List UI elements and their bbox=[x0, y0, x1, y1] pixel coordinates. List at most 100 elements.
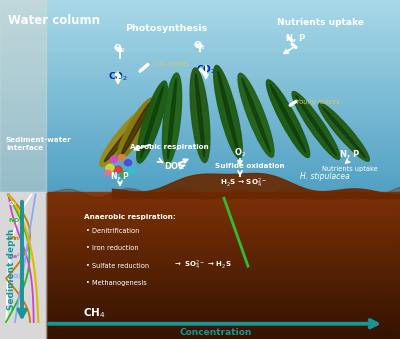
Circle shape bbox=[106, 164, 114, 171]
Bar bbox=[0, 91, 46, 96]
Bar bbox=[46, 34, 400, 38]
Bar bbox=[0, 29, 46, 34]
Bar bbox=[0, 38, 46, 43]
Text: SO$_4^{2-}$: SO$_4^{2-}$ bbox=[8, 272, 27, 282]
Text: O$_2$: O$_2$ bbox=[8, 199, 18, 208]
Bar bbox=[46, 328, 400, 332]
Bar bbox=[46, 43, 400, 48]
Bar bbox=[0, 110, 46, 115]
Bar bbox=[46, 172, 400, 177]
Bar bbox=[0, 19, 46, 24]
Bar bbox=[46, 284, 400, 287]
Bar bbox=[0, 167, 46, 172]
Text: Aerobic respiration: Aerobic respiration bbox=[130, 144, 209, 151]
Bar bbox=[46, 221, 400, 225]
Ellipse shape bbox=[137, 81, 167, 163]
Text: O$_2$: O$_2$ bbox=[234, 146, 246, 159]
Text: Sulfide oxidation: Sulfide oxidation bbox=[215, 163, 285, 169]
Bar bbox=[0, 48, 46, 53]
Bar bbox=[46, 239, 400, 243]
Bar bbox=[0, 124, 46, 129]
Text: NO$_3^-$: NO$_3^-$ bbox=[8, 216, 25, 226]
Bar bbox=[0, 14, 46, 19]
Bar bbox=[46, 265, 400, 269]
Bar bbox=[46, 29, 400, 34]
Ellipse shape bbox=[104, 109, 148, 162]
Bar bbox=[0, 72, 46, 77]
Ellipse shape bbox=[168, 79, 176, 159]
Text: • Iron reduction: • Iron reduction bbox=[86, 245, 139, 251]
Ellipse shape bbox=[292, 92, 340, 159]
Text: CO$_2$: CO$_2$ bbox=[108, 70, 128, 82]
Bar bbox=[0, 86, 46, 91]
Bar bbox=[46, 321, 400, 324]
Text: O$_2$: O$_2$ bbox=[194, 40, 206, 52]
Circle shape bbox=[124, 160, 132, 166]
Bar bbox=[0, 105, 46, 110]
Bar bbox=[46, 269, 400, 273]
Bar bbox=[46, 280, 400, 284]
Bar bbox=[0, 57, 46, 62]
Text: Water column: Water column bbox=[8, 14, 100, 26]
Bar bbox=[46, 187, 400, 192]
Bar bbox=[46, 317, 400, 321]
Bar bbox=[46, 287, 400, 291]
Text: Nutrients uptake: Nutrients uptake bbox=[276, 18, 364, 26]
Bar bbox=[46, 232, 400, 236]
Ellipse shape bbox=[296, 96, 336, 155]
Bar bbox=[46, 139, 400, 144]
Bar bbox=[0, 129, 46, 134]
Text: CO$_2$: CO$_2$ bbox=[196, 63, 216, 76]
Ellipse shape bbox=[118, 98, 154, 160]
Bar bbox=[46, 254, 400, 258]
Bar bbox=[46, 243, 400, 247]
Text: Sediment-water
interface: Sediment-water interface bbox=[6, 137, 72, 151]
Bar bbox=[0, 53, 46, 57]
Bar bbox=[46, 48, 400, 53]
Ellipse shape bbox=[270, 84, 306, 153]
Bar bbox=[46, 276, 400, 280]
Bar bbox=[46, 124, 400, 129]
Bar bbox=[46, 195, 400, 199]
Text: CH$_4$: CH$_4$ bbox=[83, 307, 105, 320]
Text: O$_2$: O$_2$ bbox=[114, 43, 126, 55]
Bar bbox=[46, 302, 400, 306]
Bar bbox=[0, 163, 46, 167]
Bar bbox=[46, 148, 400, 153]
Bar bbox=[46, 332, 400, 335]
Bar bbox=[0, 158, 46, 163]
Ellipse shape bbox=[162, 73, 182, 164]
Text: • Sulfate reduction: • Sulfate reduction bbox=[86, 263, 149, 269]
Text: H$_2$S → SO$_4^{2-}$: H$_2$S → SO$_4^{2-}$ bbox=[220, 176, 268, 190]
Bar bbox=[46, 262, 400, 265]
Bar bbox=[46, 19, 400, 24]
Text: • Denitrification: • Denitrification bbox=[86, 227, 139, 234]
Bar bbox=[46, 86, 400, 91]
Circle shape bbox=[110, 156, 118, 162]
Circle shape bbox=[105, 170, 111, 176]
Bar bbox=[0, 134, 46, 139]
Bar bbox=[0, 172, 46, 177]
Bar bbox=[46, 225, 400, 228]
Text: • Methanogenesis: • Methanogenesis bbox=[86, 280, 147, 286]
Bar bbox=[46, 81, 400, 86]
Bar bbox=[0, 0, 46, 339]
Bar bbox=[46, 291, 400, 295]
Bar bbox=[0, 24, 46, 29]
Ellipse shape bbox=[100, 105, 152, 166]
Text: Fe$^{2+}$: Fe$^{2+}$ bbox=[8, 252, 25, 261]
Bar bbox=[46, 129, 400, 134]
Bar bbox=[46, 236, 400, 239]
Ellipse shape bbox=[218, 71, 238, 153]
Text: Nutrients uptake: Nutrients uptake bbox=[322, 166, 378, 173]
Bar bbox=[46, 214, 400, 217]
Bar bbox=[46, 217, 400, 221]
Bar bbox=[46, 273, 400, 276]
Bar bbox=[46, 38, 400, 43]
Bar bbox=[0, 177, 46, 182]
Bar bbox=[46, 9, 400, 14]
Circle shape bbox=[118, 155, 126, 161]
Text: N, P: N, P bbox=[286, 35, 306, 43]
Text: Young leaves: Young leaves bbox=[296, 99, 340, 105]
Bar bbox=[46, 0, 400, 5]
